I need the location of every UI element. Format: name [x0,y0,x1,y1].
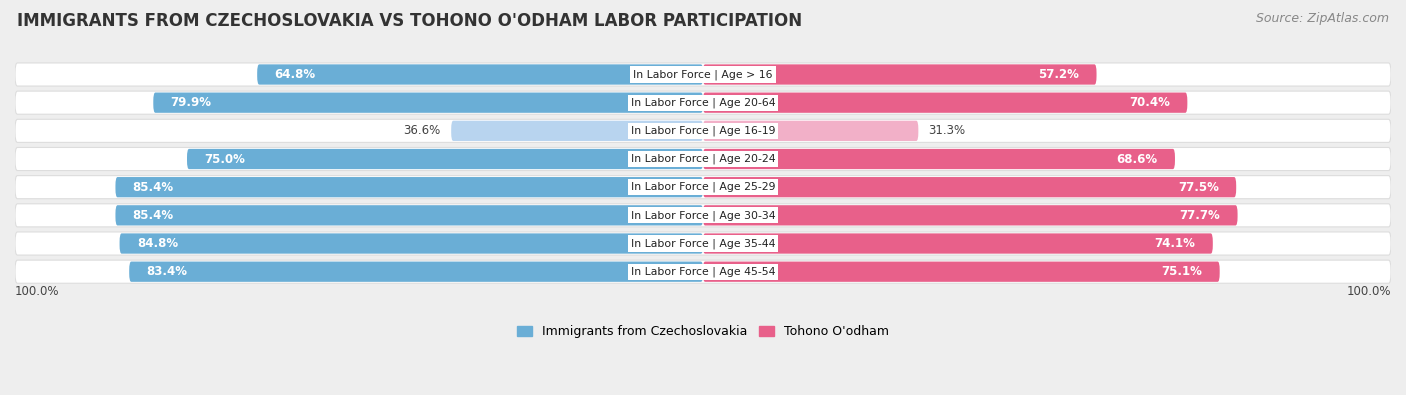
FancyBboxPatch shape [703,121,918,141]
Text: 70.4%: 70.4% [1129,96,1170,109]
FancyBboxPatch shape [703,233,1213,254]
Text: 84.8%: 84.8% [136,237,179,250]
FancyBboxPatch shape [703,261,1219,282]
Text: 85.4%: 85.4% [132,209,174,222]
FancyBboxPatch shape [115,205,703,226]
FancyBboxPatch shape [257,64,703,85]
Text: 85.4%: 85.4% [132,181,174,194]
Text: Source: ZipAtlas.com: Source: ZipAtlas.com [1256,12,1389,25]
Text: 31.3%: 31.3% [929,124,966,137]
Text: In Labor Force | Age 20-24: In Labor Force | Age 20-24 [631,154,775,164]
FancyBboxPatch shape [115,177,703,198]
Text: 74.1%: 74.1% [1154,237,1195,250]
Text: 77.5%: 77.5% [1178,181,1219,194]
Text: In Labor Force | Age 30-34: In Labor Force | Age 30-34 [631,210,775,220]
FancyBboxPatch shape [187,149,703,169]
FancyBboxPatch shape [703,92,1187,113]
Text: IMMIGRANTS FROM CZECHOSLOVAKIA VS TOHONO O'ODHAM LABOR PARTICIPATION: IMMIGRANTS FROM CZECHOSLOVAKIA VS TOHONO… [17,12,801,30]
FancyBboxPatch shape [703,64,1097,85]
Text: 100.0%: 100.0% [1347,286,1391,299]
FancyBboxPatch shape [15,119,1391,142]
Text: 68.6%: 68.6% [1116,152,1157,166]
Text: 79.9%: 79.9% [170,96,211,109]
FancyBboxPatch shape [15,147,1391,171]
FancyBboxPatch shape [15,63,1391,86]
Text: 57.2%: 57.2% [1039,68,1080,81]
FancyBboxPatch shape [451,121,703,141]
Text: 36.6%: 36.6% [404,124,441,137]
Text: 75.1%: 75.1% [1161,265,1202,278]
FancyBboxPatch shape [15,232,1391,255]
Text: 100.0%: 100.0% [15,286,59,299]
FancyBboxPatch shape [15,204,1391,227]
FancyBboxPatch shape [15,176,1391,199]
Text: In Labor Force | Age 25-29: In Labor Force | Age 25-29 [631,182,775,192]
FancyBboxPatch shape [703,205,1237,226]
FancyBboxPatch shape [129,261,703,282]
Text: 83.4%: 83.4% [146,265,187,278]
Text: 77.7%: 77.7% [1180,209,1220,222]
Text: In Labor Force | Age > 16: In Labor Force | Age > 16 [633,69,773,80]
Legend: Immigrants from Czechoslovakia, Tohono O'odham: Immigrants from Czechoslovakia, Tohono O… [512,320,894,343]
Text: In Labor Force | Age 20-64: In Labor Force | Age 20-64 [631,98,775,108]
FancyBboxPatch shape [703,149,1175,169]
FancyBboxPatch shape [153,92,703,113]
Text: In Labor Force | Age 45-54: In Labor Force | Age 45-54 [631,267,775,277]
FancyBboxPatch shape [120,233,703,254]
FancyBboxPatch shape [15,91,1391,114]
Text: 75.0%: 75.0% [204,152,245,166]
FancyBboxPatch shape [703,177,1236,198]
Text: 64.8%: 64.8% [274,68,315,81]
Text: In Labor Force | Age 35-44: In Labor Force | Age 35-44 [631,238,775,249]
Text: In Labor Force | Age 16-19: In Labor Force | Age 16-19 [631,126,775,136]
FancyBboxPatch shape [15,260,1391,283]
